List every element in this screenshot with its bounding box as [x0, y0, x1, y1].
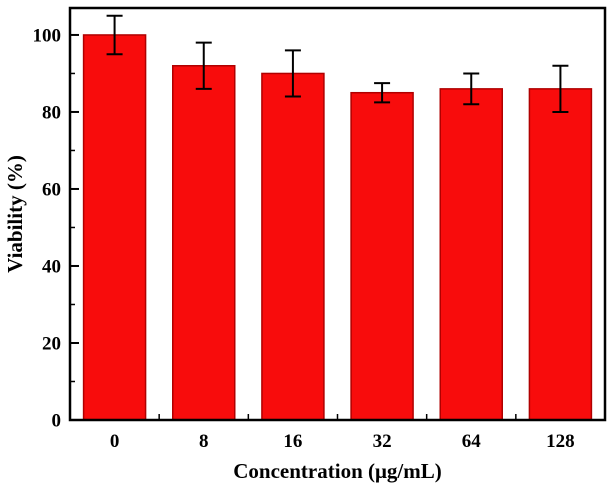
- y-tick-label: 60: [42, 179, 61, 200]
- bar-0: [82, 34, 147, 421]
- x-tick-label: 0: [110, 431, 120, 452]
- bar-64: [439, 88, 503, 421]
- bar-32: [350, 91, 414, 421]
- y-tick-label: 40: [42, 256, 61, 277]
- y-tick-label: 0: [52, 411, 62, 432]
- y-tick-label: 20: [42, 333, 61, 354]
- bar-128: [528, 88, 593, 421]
- x-tick-label: 32: [373, 431, 392, 452]
- y-axis-title: Viability (%): [3, 155, 27, 273]
- y-tick-label: 80: [42, 102, 61, 123]
- x-tick-label: 128: [546, 431, 575, 452]
- x-tick-label: 16: [283, 431, 302, 452]
- bar-16: [261, 72, 325, 421]
- x-tick-label: 8: [199, 431, 209, 452]
- bar-8: [172, 65, 236, 421]
- x-axis-title: Concentration (μg/mL): [233, 459, 441, 483]
- y-tick-label: 100: [33, 25, 62, 46]
- x-tick-label: 64: [462, 431, 482, 452]
